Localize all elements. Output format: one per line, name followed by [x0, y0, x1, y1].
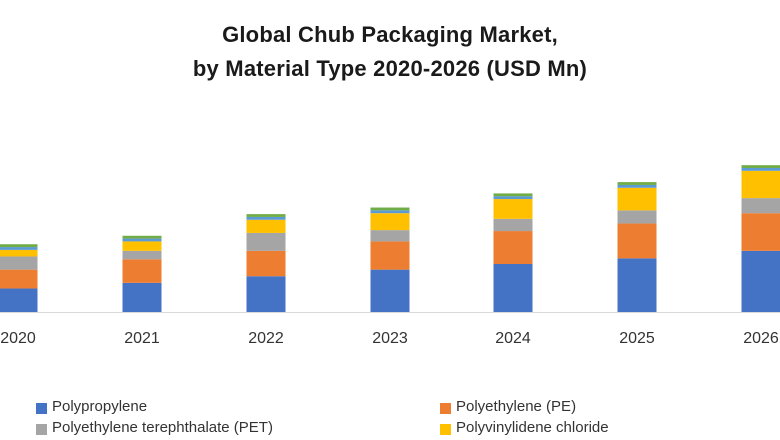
- bar-segment-2020-series-1: [0, 269, 38, 289]
- bar-segment-2023-series-5: [370, 207, 410, 211]
- bar-segment-2026-series-5: [741, 165, 780, 168]
- x-tick-label-2025: 2025: [619, 330, 655, 347]
- bar-segment-2021-series-1: [122, 259, 162, 283]
- x-tick-label-2026: 2026: [743, 330, 779, 347]
- legend-swatch-pet: [36, 424, 47, 435]
- chart-title-line-2: by Material Type 2020-2026 (USD Mn): [192, 56, 588, 81]
- chart-legend: Polypropylene Polyethylene (PE) Polyethy…: [0, 396, 780, 440]
- x-tick-label-2022: 2022: [248, 330, 284, 347]
- bar-segment-2024-series-4: [493, 196, 533, 200]
- bar-segment-2023-series-3: [370, 213, 410, 231]
- bar-segment-2025-series-0: [617, 258, 657, 312]
- bar-segment-2024-series-0: [493, 264, 533, 312]
- bar-segment-2020-series-5: [0, 244, 38, 248]
- bar-segment-2022-series-2: [246, 232, 286, 251]
- bar-segment-2025-series-5: [617, 182, 657, 185]
- bar-segment-2025-series-2: [617, 210, 657, 224]
- bar-segment-2024-series-5: [493, 193, 533, 197]
- bar-segment-2025-series-3: [617, 187, 657, 211]
- bar-segment-2020-series-0: [0, 288, 38, 312]
- legend-swatch-polypropylene: [36, 403, 47, 414]
- bar-segment-2023-series-2: [370, 230, 410, 242]
- legend-label-polypropylene: Polypropylene: [52, 398, 148, 415]
- x-tick-label-2021: 2021: [124, 330, 160, 347]
- legend-label-pvdc: Polyvinylidene chloride: [456, 419, 609, 436]
- bar-segment-2025-series-4: [617, 184, 657, 188]
- bar-segment-2021-series-3: [122, 241, 162, 251]
- legend-swatch-polyethylene: [440, 403, 451, 414]
- bar-segment-2020-series-2: [0, 256, 38, 270]
- bar-segment-2022-series-1: [246, 250, 286, 277]
- legend-label-pet: Polyethylene terephthalate (PET): [52, 419, 273, 436]
- bar-segment-2022-series-0: [246, 276, 286, 312]
- bar-segment-2021-series-5: [122, 235, 162, 239]
- bar-segment-2025-series-1: [617, 223, 657, 259]
- bar-segment-2023-series-0: [370, 269, 410, 312]
- bar-segment-2023-series-4: [370, 210, 410, 214]
- bar-segment-2023-series-1: [370, 241, 410, 270]
- bar-segment-2022-series-3: [246, 219, 286, 233]
- bar-segment-2020-series-4: [0, 247, 38, 250]
- bar-segment-2021-series-4: [122, 238, 162, 242]
- bar-segment-2026-series-3: [741, 170, 780, 199]
- bar-segment-2024-series-1: [493, 231, 533, 264]
- chart-title-line-1: Global Chub Packaging Market,: [222, 22, 558, 47]
- legend-swatch-pvdc: [440, 424, 451, 435]
- bar-segment-2021-series-2: [122, 250, 162, 260]
- bar-segment-2026-series-1: [741, 213, 780, 251]
- bar-segment-2026-series-2: [741, 198, 780, 214]
- legend-label-polyethylene: Polyethylene (PE): [456, 398, 577, 415]
- bar-segment-2022-series-4: [246, 216, 286, 220]
- bar-segment-2024-series-3: [493, 199, 533, 219]
- x-tick-label-2024: 2024: [495, 330, 531, 347]
- bar-segment-2026-series-0: [741, 250, 780, 312]
- bar-segment-2024-series-2: [493, 218, 533, 232]
- x-tick-label-2023: 2023: [372, 330, 408, 347]
- x-tick-label-2020: 2020: [0, 330, 36, 347]
- bar-segment-2020-series-3: [0, 249, 38, 257]
- bar-segment-2026-series-4: [741, 168, 780, 171]
- bar-segment-2022-series-5: [246, 214, 286, 217]
- bar-segment-2021-series-0: [122, 282, 162, 312]
